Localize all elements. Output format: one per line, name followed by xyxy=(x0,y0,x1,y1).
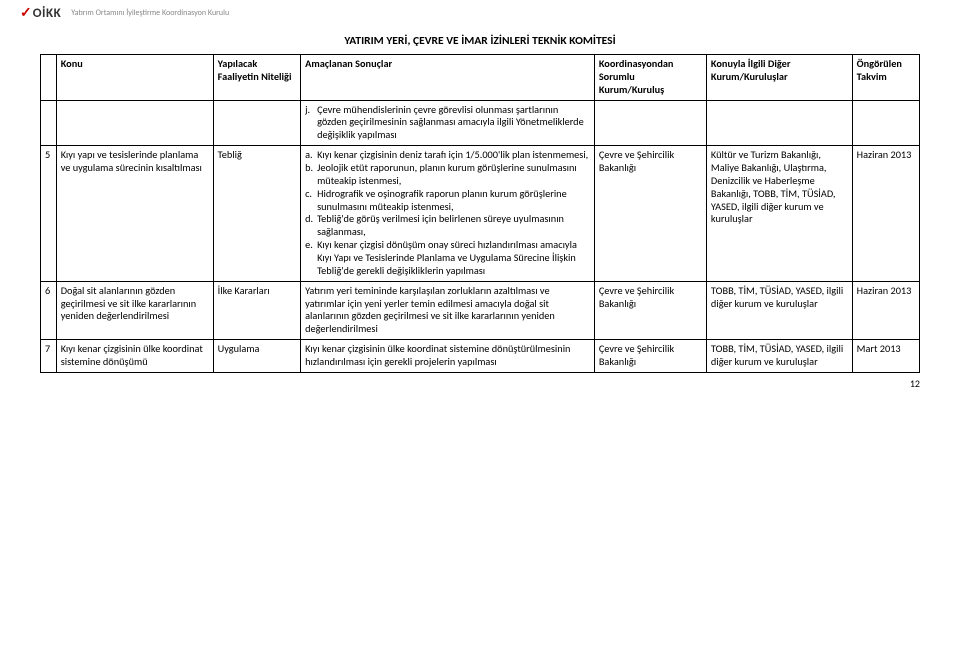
cell-takv: Haziran 2013 xyxy=(852,146,919,282)
logo-check-icon: ✓ xyxy=(20,4,32,21)
cell-ilgili: TOBB, TİM, TÜSİAD, YASED, ilgili diğer k… xyxy=(706,340,852,373)
cell-faal: Uygulama xyxy=(213,340,300,373)
table-row: j.Çevre mühendislerinin çevre görevlisi … xyxy=(41,100,920,146)
col-faal: Yapılacak Faaliyetin Niteliği xyxy=(213,55,300,101)
outcome-item: b.Jeolojik etüt raporunun, planın kurum … xyxy=(317,162,590,188)
cell-amac: a.Kıyı kenar çizgisinin deniz tarafı içi… xyxy=(301,146,595,282)
cell-takv: Mart 2013 xyxy=(852,340,919,373)
cell-koord: Çevre ve Şehircilik Bakanlığı xyxy=(594,340,706,373)
cell-faal: İlke Kararları xyxy=(213,281,300,339)
outcome-item: d.Tebliğ'de görüş verilmesi için belirle… xyxy=(317,213,590,239)
cell-ilgili: Kültür ve Turizm Bakanlığı, Maliye Bakan… xyxy=(706,146,852,282)
cell-koord: Çevre ve Şehircilik Bakanlığı xyxy=(594,281,706,339)
cell-takv: Haziran 2013 xyxy=(852,281,919,339)
outcome-item: c.Hidrografik ve oşinografik raporun pla… xyxy=(317,188,590,214)
table-row: 5 Kıyı yapı ve tesislerinde planlama ve … xyxy=(41,146,920,282)
table-row: 7 Kıyı kenar çizgisinin ülke koordinat s… xyxy=(41,340,920,373)
outcome-item: e.Kıyı kenar çizgisi dönüşüm onay süreci… xyxy=(317,239,590,278)
col-idx xyxy=(41,55,57,101)
cell-konu: Doğal sit alanlarının gözden geçirilmesi… xyxy=(56,281,213,339)
action-table: Konu Yapılacak Faaliyetin Niteliği Amaçl… xyxy=(40,54,920,373)
row-idx: 7 xyxy=(41,340,57,373)
col-konu: Konu xyxy=(56,55,213,101)
col-amac: Amaçlanan Sonuçlar xyxy=(301,55,595,101)
row-idx: 5 xyxy=(41,146,57,282)
cell-koord: Çevre ve Şehircilik Bakanlığı xyxy=(594,146,706,282)
cell-amac: Yatırım yeri temininde karşılaşılan zorl… xyxy=(301,281,595,339)
col-takv: Öngörülen Takvim xyxy=(852,55,919,101)
logo: ✓ OİKK xyxy=(20,4,61,21)
cell-ilgili: TOBB, TİM, TÜSİAD, YASED, ilgili diğer k… xyxy=(706,281,852,339)
page-number: 12 xyxy=(0,373,960,390)
org-subtitle: Yatırım Ortamını İyileştirme Koordinasyo… xyxy=(71,8,229,18)
table-row: 6 Doğal sit alanlarının gözden geçirilme… xyxy=(41,281,920,339)
cell-faal: Tebliğ xyxy=(213,146,300,282)
logo-text: OİKK xyxy=(33,6,61,21)
committee-title: YATIRIM YERİ, ÇEVRE VE İMAR İZİNLERİ TEK… xyxy=(40,34,920,48)
cell-konu: Kıyı kenar çizgisinin ülke koordinat sis… xyxy=(56,340,213,373)
col-ilgili: Konuyla İlgili Diğer Kurum/Kuruluşlar xyxy=(706,55,852,101)
cell-konu: Kıyı yapı ve tesislerinde planlama ve uy… xyxy=(56,146,213,282)
org-header: ✓ OİKK Yatırım Ortamını İyileştirme Koor… xyxy=(0,0,960,26)
cell-amac: Kıyı kenar çizgisinin ülke koordinat sis… xyxy=(301,340,595,373)
row-idx: 6 xyxy=(41,281,57,339)
table-header-row: Konu Yapılacak Faaliyetin Niteliği Amaçl… xyxy=(41,55,920,101)
col-koord: Koordinasyondan Sorumlu Kurum/Kuruluş xyxy=(594,55,706,101)
outcome-item: j.Çevre mühendislerinin çevre görevlisi … xyxy=(317,104,590,143)
